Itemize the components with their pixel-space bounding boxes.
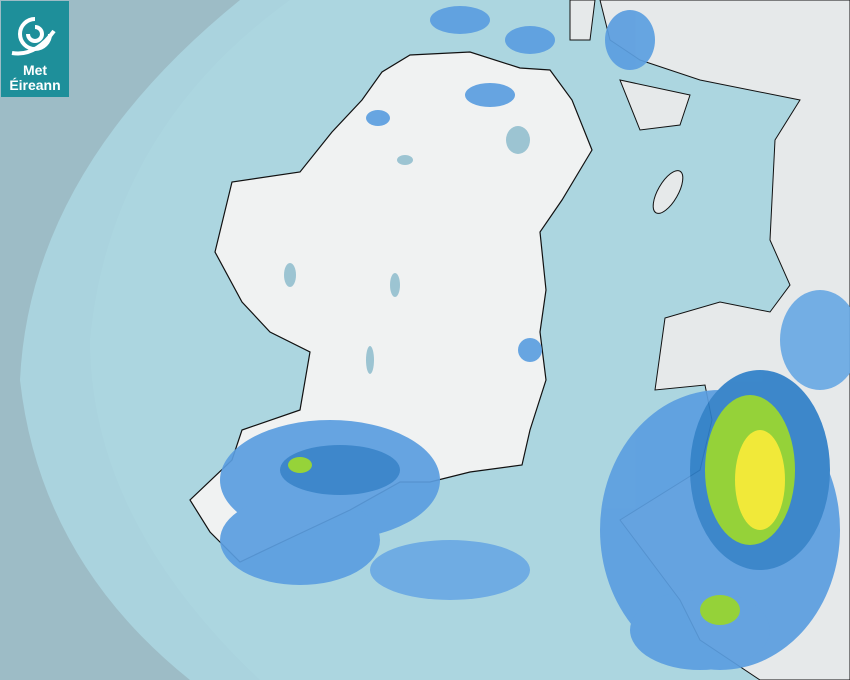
rain-echoes	[220, 6, 850, 670]
isle-of-man	[652, 170, 684, 214]
met-eireann-logo: Met Éireann	[1, 1, 69, 97]
lakes	[284, 126, 530, 374]
swirl-logo-icon	[11, 17, 56, 56]
logo-text-met: Met	[22, 62, 48, 78]
logo-text-eireann: Éireann	[9, 77, 61, 93]
